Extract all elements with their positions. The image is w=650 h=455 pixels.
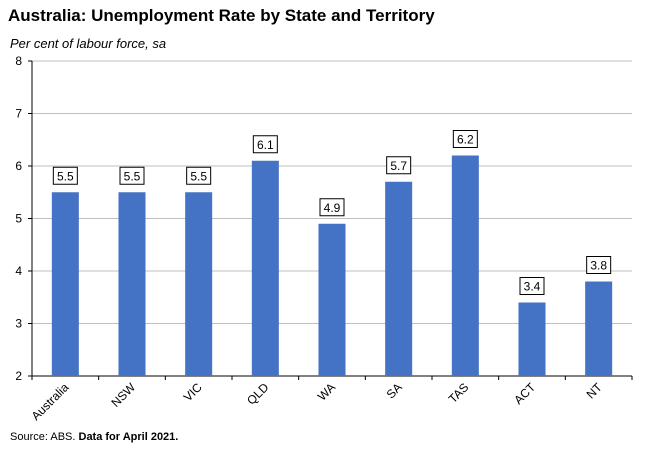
- y-tick-label: 7: [15, 107, 22, 121]
- data-label: 5.5: [124, 169, 141, 183]
- data-label: 3.8: [590, 259, 607, 273]
- data-label: 5.5: [190, 169, 207, 183]
- x-category-label: TAS: [446, 380, 472, 406]
- source-text: Source: ABS.: [10, 431, 76, 443]
- data-date-note: Data for April 2021.: [78, 431, 179, 443]
- y-tick-label: 2: [15, 369, 22, 383]
- data-label: 6.1: [257, 138, 274, 152]
- source-note: Source: ABS. Data for April 2021.: [10, 431, 178, 443]
- x-category-label: SA: [384, 380, 405, 401]
- chart-title: Australia: Unemployment Rate by State an…: [8, 6, 435, 25]
- y-tick-label: 4: [15, 264, 22, 278]
- chart-subtitle: Per cent of labour force, sa: [10, 36, 167, 51]
- data-label: 3.4: [524, 280, 541, 294]
- bar: [385, 181, 413, 376]
- bar: [51, 192, 79, 376]
- y-tick-label: 8: [15, 54, 22, 68]
- bar: [185, 192, 213, 376]
- data-label-box: [252, 135, 278, 154]
- bar: [451, 155, 479, 376]
- data-label-box: [52, 166, 78, 185]
- x-category-label: WA: [315, 380, 338, 403]
- data-label: 4.9: [324, 201, 341, 215]
- data-label-box: [519, 277, 545, 295]
- bars: [51, 155, 613, 376]
- data-label-box: [319, 198, 345, 217]
- y-tick-label: 5: [15, 212, 22, 226]
- data-label-box: [186, 166, 212, 185]
- data-label-box: [119, 166, 145, 185]
- data-label: 5.7: [390, 159, 407, 173]
- bar: [518, 302, 546, 376]
- bar-chart: 2 3 4 5 6 7 8 Australia NSW VIC QLD WA SA TAS ACT NT 5.…: [15, 54, 633, 423]
- x-category-label: NSW: [108, 380, 138, 410]
- y-tick-label: 3: [15, 317, 22, 331]
- data-labels: 5.5 5.5 5.5 6.1 4.9 5.7 6.2 3.4 3.8: [52, 130, 612, 295]
- y-tick-label: 6: [15, 159, 22, 173]
- bar: [585, 281, 613, 376]
- data-label-box: [452, 130, 478, 148]
- x-category-label: QLD: [244, 380, 272, 408]
- x-category-label: VIC: [181, 380, 205, 404]
- x-category-label: Australia: [29, 380, 72, 423]
- data-label: 6.2: [457, 133, 474, 147]
- x-category-label: ACT: [511, 380, 538, 407]
- data-label: 5.5: [57, 169, 74, 183]
- x-category-label: NT: [584, 380, 606, 402]
- bar: [118, 192, 146, 376]
- bar: [318, 223, 346, 376]
- data-label-box: [386, 156, 412, 175]
- data-label-box: [586, 256, 612, 274]
- bar: [251, 160, 279, 376]
